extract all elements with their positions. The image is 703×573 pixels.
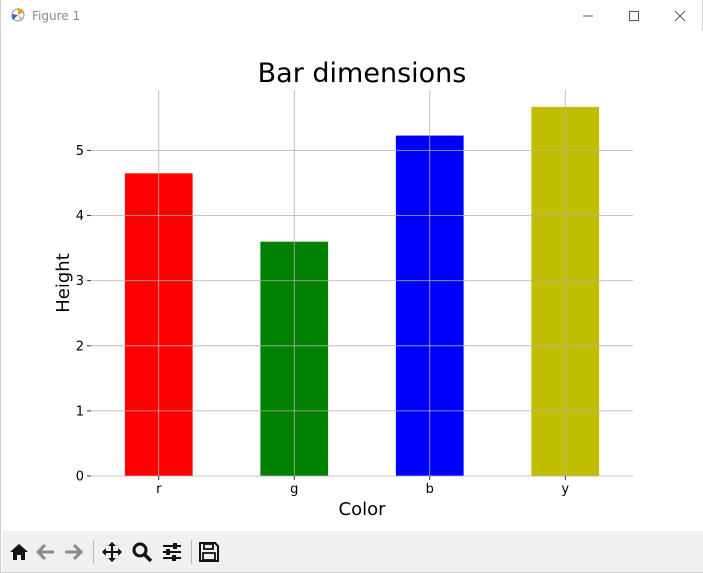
forward-button[interactable] [61, 540, 85, 564]
y-tick-label: 1 [76, 404, 84, 419]
x-tick-label: r [156, 482, 162, 497]
x-tick-label: g [290, 482, 298, 497]
zoom-button[interactable] [130, 540, 154, 564]
minimize-button[interactable] [565, 0, 611, 31]
forward-arrow-icon [65, 543, 84, 561]
matplotlib-icon [9, 6, 27, 24]
save-icon [199, 542, 219, 562]
home-icon [10, 544, 28, 560]
zoom-icon [132, 542, 153, 563]
y-tick-label: 5 [76, 144, 84, 159]
y-axis-label: Height [53, 253, 74, 313]
title-bar: Figure 1 [1, 0, 702, 31]
y-tick-label: 3 [76, 274, 84, 289]
configure-subplots-button[interactable] [160, 540, 184, 564]
pan-icon [102, 542, 122, 562]
configure-subplots-icon [163, 543, 181, 561]
home-button[interactable] [7, 540, 31, 564]
back-arrow-icon [35, 543, 54, 561]
maximize-icon [629, 10, 639, 21]
minimize-icon [583, 15, 593, 16]
navigation-toolbar [2, 531, 703, 572]
y-tick-label: 0 [76, 470, 84, 485]
close-icon [674, 10, 686, 21]
pan-button[interactable] [100, 540, 124, 564]
chart-title: Bar dimensions [258, 58, 467, 89]
close-button[interactable] [657, 0, 703, 31]
bar-chart: 0 1 2 3 4 5 r g b y Bar dimensions Color Height [53, 58, 633, 520]
y-tick-label: 2 [76, 339, 84, 354]
maximize-button[interactable] [611, 0, 657, 31]
window-title: Figure 1 [32, 9, 81, 23]
x-tick-label: y [561, 482, 569, 497]
x-tick-label: b [426, 482, 434, 497]
toolbar-separator [93, 540, 94, 564]
x-axis-label: Color [339, 499, 387, 520]
save-button[interactable] [197, 540, 221, 564]
back-button[interactable] [34, 540, 58, 564]
figure-canvas: 0 1 2 3 4 5 r g b y Bar dimensions Color Height [2, 31, 703, 531]
toolbar-separator [191, 540, 192, 564]
y-tick-label: 4 [76, 209, 84, 224]
